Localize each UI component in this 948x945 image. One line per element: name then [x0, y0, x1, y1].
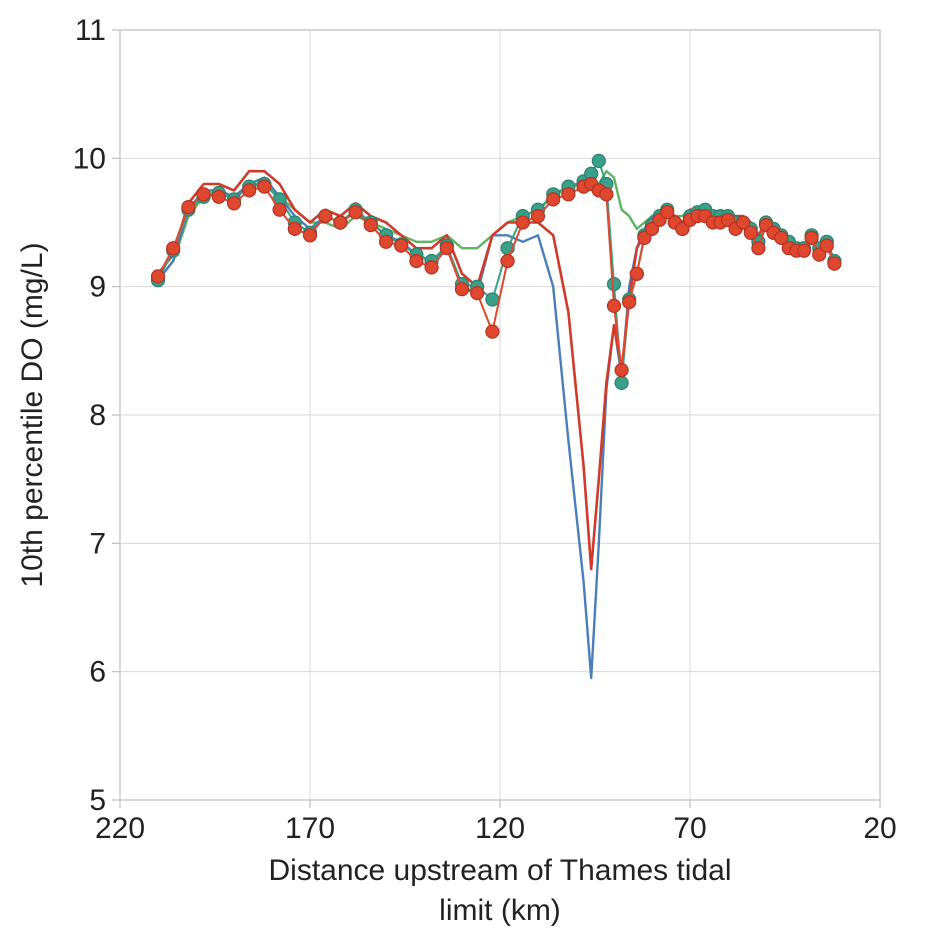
- y-tick-label: 11: [75, 14, 106, 47]
- red-markers-marker: [212, 190, 225, 203]
- red-markers-marker: [608, 299, 621, 312]
- y-tick-label: 8: [89, 399, 106, 432]
- red-markers-marker: [258, 180, 271, 193]
- red-markers-marker: [440, 242, 453, 255]
- red-markers-marker: [273, 203, 286, 216]
- red-markers-marker: [516, 216, 529, 229]
- red-markers-marker: [501, 255, 514, 268]
- red-markers-marker: [532, 210, 545, 223]
- x-axis-label-line1: Distance upstream of Thames tidal: [269, 854, 732, 887]
- red-markers-marker: [562, 188, 575, 201]
- red-markers-marker: [304, 229, 317, 242]
- red-markers-marker: [805, 231, 818, 244]
- red-markers-marker: [395, 239, 408, 252]
- do-percentile-chart: 220170120702056789101110th percentile DO…: [0, 0, 948, 945]
- red-markers-marker: [820, 239, 833, 252]
- x-tick-label: 20: [863, 812, 896, 845]
- red-markers-marker: [167, 242, 180, 255]
- red-markers-marker: [630, 267, 643, 280]
- x-axis-label-line2: limit (km): [439, 894, 561, 927]
- green-markers-marker: [608, 278, 621, 291]
- red-markers-marker: [623, 296, 636, 309]
- x-tick-label: 120: [475, 812, 525, 845]
- green-markers-marker: [486, 293, 499, 306]
- green-markers-marker: [592, 154, 605, 167]
- red-markers-marker: [744, 226, 757, 239]
- red-markers-marker: [152, 270, 165, 283]
- y-tick-label: 7: [89, 527, 106, 560]
- red-markers-marker: [456, 283, 469, 296]
- y-axis-label: 10th percentile DO (mg/L): [16, 242, 49, 587]
- y-tick-label: 9: [89, 271, 106, 304]
- red-markers-marker: [319, 210, 332, 223]
- red-markers-marker: [828, 257, 841, 270]
- red-markers-marker: [425, 261, 438, 274]
- red-markers-marker: [334, 216, 347, 229]
- red-markers-marker: [197, 188, 210, 201]
- x-tick-label: 70: [673, 812, 706, 845]
- chart-svg: 220170120702056789101110th percentile DO…: [0, 0, 948, 945]
- red-markers-marker: [288, 222, 301, 235]
- x-tick-label: 170: [285, 812, 335, 845]
- red-markers-marker: [752, 242, 765, 255]
- y-tick-label: 6: [89, 656, 106, 689]
- red-markers-marker: [380, 235, 393, 248]
- red-markers-marker: [228, 197, 241, 210]
- red-markers-marker: [410, 255, 423, 268]
- red-markers-marker: [349, 206, 362, 219]
- red-markers-marker: [615, 364, 628, 377]
- y-tick-label: 5: [89, 784, 106, 817]
- red-markers-marker: [243, 184, 256, 197]
- red-markers-marker: [798, 244, 811, 257]
- red-markers-marker: [471, 287, 484, 300]
- y-tick-label: 10: [73, 142, 106, 175]
- red-markers-marker: [182, 201, 195, 214]
- red-markers-marker: [600, 188, 613, 201]
- red-markers-marker: [486, 325, 499, 338]
- green-markers-marker: [615, 376, 628, 389]
- red-markers-marker: [364, 219, 377, 232]
- red-markers-marker: [547, 193, 560, 206]
